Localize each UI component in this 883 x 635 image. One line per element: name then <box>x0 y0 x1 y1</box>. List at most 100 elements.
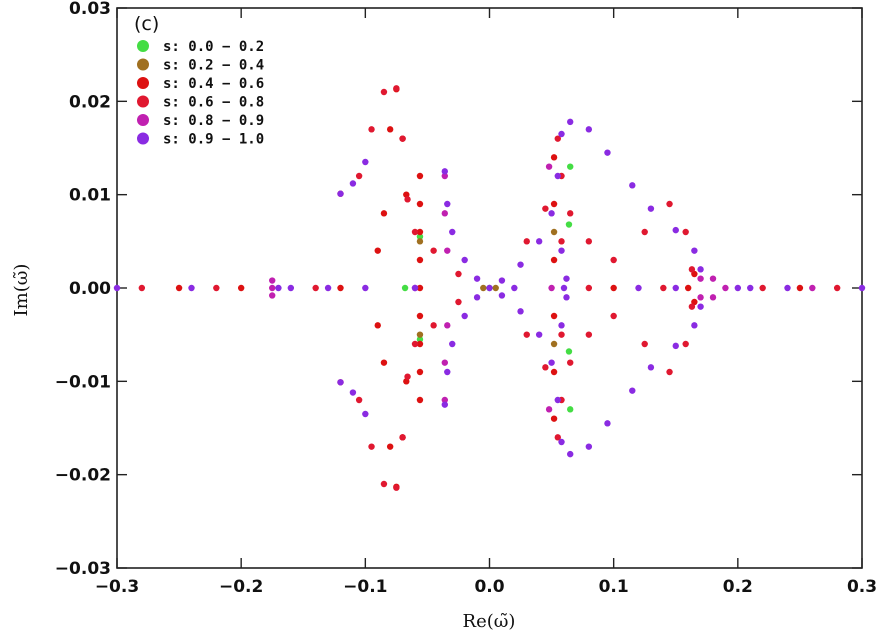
legend-marker <box>137 132 149 145</box>
data-point <box>455 298 462 306</box>
data-point <box>550 200 558 208</box>
panel-label: (c) <box>134 13 159 35</box>
y-tick-label: 0.00 <box>69 279 111 299</box>
y-tick-label: 0.01 <box>69 186 111 206</box>
data-point <box>567 406 574 413</box>
data-point <box>213 284 220 292</box>
legend-label: s: 0.6 − 0.8 <box>163 95 264 111</box>
data-point <box>374 322 381 329</box>
data-point <box>709 294 717 301</box>
data-point <box>441 401 448 408</box>
data-point <box>449 228 456 236</box>
series-points <box>269 163 816 413</box>
data-point <box>535 238 543 245</box>
legend-marker <box>137 58 149 71</box>
data-point <box>362 158 369 166</box>
y-tick-label: −0.02 <box>55 466 111 486</box>
data-point <box>337 379 344 386</box>
series-points <box>138 85 841 491</box>
data-point <box>641 228 648 236</box>
data-point <box>444 368 451 376</box>
data-point <box>682 340 689 348</box>
series-points <box>416 228 558 348</box>
data-point <box>697 266 704 273</box>
data-point <box>441 168 448 175</box>
data-point <box>430 247 437 254</box>
data-point <box>416 340 424 348</box>
data-point <box>747 284 754 292</box>
data-point <box>380 359 388 366</box>
data-point <box>585 331 593 338</box>
data-point <box>567 450 574 458</box>
data-point <box>558 247 565 254</box>
data-point <box>380 88 388 96</box>
data-point <box>567 163 574 170</box>
data-point <box>523 238 530 245</box>
data-point <box>269 284 276 292</box>
legend-label: s: 0.0 − 0.2 <box>163 39 264 55</box>
data-point <box>416 238 424 245</box>
data-point <box>691 247 698 254</box>
data-point <box>362 410 369 418</box>
data-point <box>660 284 667 292</box>
data-point <box>688 303 696 310</box>
data-point <box>548 210 555 217</box>
data-point <box>441 359 448 366</box>
data-point <box>416 172 424 180</box>
data-point <box>441 396 448 404</box>
legend-marker <box>137 114 149 126</box>
data-point <box>567 210 574 217</box>
data-point <box>647 364 655 371</box>
legend: s: 0.0 − 0.2 s: 0.2 − 0.4 s: 0.4 − 0.6 s: 0… <box>137 39 264 148</box>
y-tick-label: −0.03 <box>55 559 111 579</box>
data-point <box>604 420 611 427</box>
y-axis-label: Im(ω̃) <box>11 264 32 317</box>
data-point <box>610 312 617 320</box>
data-point <box>567 359 574 366</box>
data-point <box>585 126 593 133</box>
data-point <box>355 172 363 180</box>
data-point <box>684 284 692 292</box>
data-point <box>312 284 319 292</box>
data-point <box>560 284 568 292</box>
data-point <box>563 294 570 301</box>
data-point <box>809 284 816 292</box>
data-point <box>404 373 411 380</box>
data-point <box>444 247 451 254</box>
legend-marker <box>137 95 149 108</box>
data-point <box>558 322 565 329</box>
data-point <box>517 308 524 315</box>
data-point <box>269 277 276 284</box>
data-point <box>461 256 468 264</box>
data-point <box>444 322 451 329</box>
data-point <box>554 434 561 441</box>
legend-marker <box>137 40 149 52</box>
data-point <box>550 312 558 320</box>
data-point <box>461 312 468 320</box>
x-tick-label: −0.2 <box>219 577 263 597</box>
data-point <box>833 284 841 292</box>
data-point <box>697 294 704 301</box>
data-point <box>542 364 549 371</box>
data-point <box>380 480 388 488</box>
data-point <box>416 200 424 208</box>
legend-marker <box>137 77 149 89</box>
data-point <box>558 331 565 338</box>
data-point <box>563 275 570 282</box>
data-point <box>567 118 574 126</box>
data-point <box>399 434 406 441</box>
data-point <box>355 396 363 404</box>
data-point <box>734 284 742 292</box>
data-point <box>441 210 448 217</box>
data-point <box>449 340 456 348</box>
data-point <box>380 210 388 217</box>
data-point <box>368 126 375 133</box>
data-point <box>565 221 573 228</box>
x-axis-label: Re(ω̃) <box>463 611 516 632</box>
data-point <box>473 275 481 282</box>
data-point <box>759 284 766 292</box>
y-axis: −0.03 −0.02 −0.01 0.00 0.01 0.02 0.03 <box>55 0 862 579</box>
data-point <box>275 284 282 292</box>
data-point <box>455 270 462 278</box>
data-point <box>393 85 400 92</box>
